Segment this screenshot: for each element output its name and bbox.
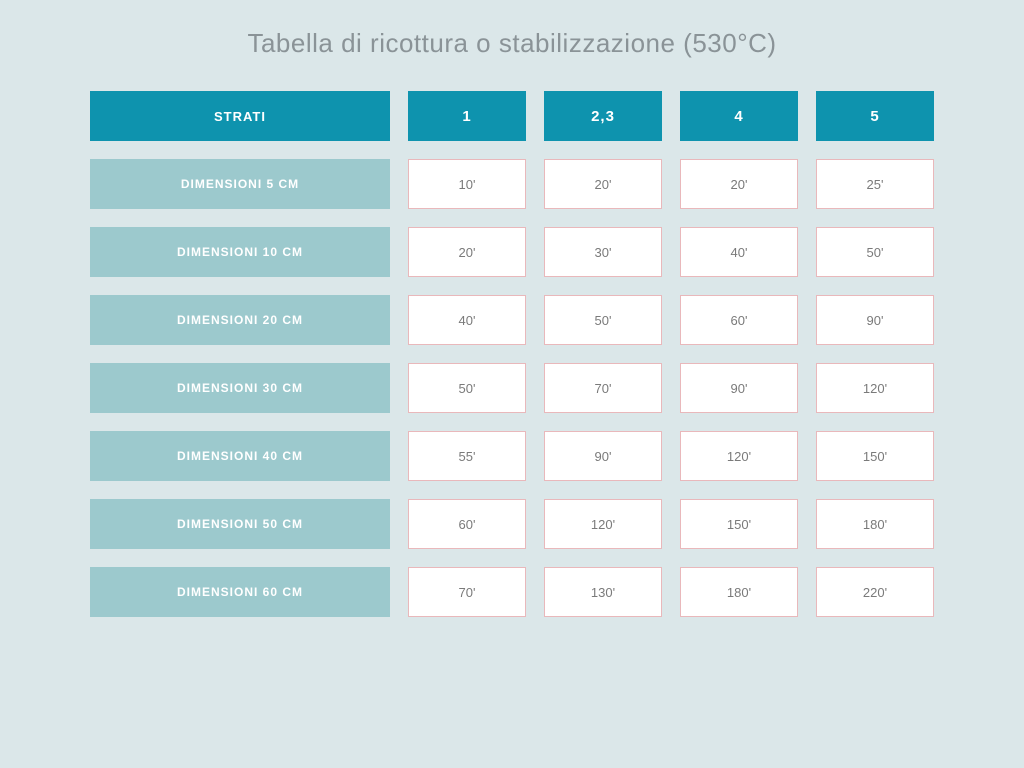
row-value: 55' (408, 431, 526, 481)
row-value: 120' (816, 363, 934, 413)
row-value: 90' (816, 295, 934, 345)
row-label: DIMENSIONI 30 CM (90, 363, 390, 413)
page-title: Tabella di ricottura o stabilizzazione (… (0, 0, 1024, 91)
row-value: 40' (408, 295, 526, 345)
table-row: DIMENSIONI 30 CM 50' 70' 90' 120' (90, 363, 934, 413)
table-row: DIMENSIONI 10 CM 20' 30' 40' 50' (90, 227, 934, 277)
row-value: 50' (816, 227, 934, 277)
row-value: 90' (544, 431, 662, 481)
row-value: 120' (680, 431, 798, 481)
row-value: 150' (680, 499, 798, 549)
row-value: 90' (680, 363, 798, 413)
table-row: DIMENSIONI 20 CM 40' 50' 60' 90' (90, 295, 934, 345)
header-col-3: 4 (680, 91, 798, 141)
row-value: 180' (816, 499, 934, 549)
row-value: 50' (408, 363, 526, 413)
table-row: DIMENSIONI 60 CM 70' 130' 180' 220' (90, 567, 934, 617)
table-row: DIMENSIONI 50 CM 60' 120' 150' 180' (90, 499, 934, 549)
row-value: 10' (408, 159, 526, 209)
row-value: 25' (816, 159, 934, 209)
row-value: 50' (544, 295, 662, 345)
annealing-table: STRATI 1 2,3 4 5 DIMENSIONI 5 CM 10' 20'… (0, 91, 1024, 617)
row-value: 20' (408, 227, 526, 277)
row-value: 150' (816, 431, 934, 481)
header-col-2: 2,3 (544, 91, 662, 141)
header-label-cell: STRATI (90, 91, 390, 141)
row-value: 70' (408, 567, 526, 617)
row-value: 60' (408, 499, 526, 549)
row-value: 220' (816, 567, 934, 617)
header-col-4: 5 (816, 91, 934, 141)
table-header-row: STRATI 1 2,3 4 5 (90, 91, 934, 141)
row-value: 120' (544, 499, 662, 549)
row-value: 180' (680, 567, 798, 617)
table-row: DIMENSIONI 5 CM 10' 20' 20' 25' (90, 159, 934, 209)
table-row: DIMENSIONI 40 CM 55' 90' 120' 150' (90, 431, 934, 481)
row-label: DIMENSIONI 20 CM (90, 295, 390, 345)
row-value: 40' (680, 227, 798, 277)
row-value: 20' (680, 159, 798, 209)
row-label: DIMENSIONI 60 CM (90, 567, 390, 617)
row-value: 30' (544, 227, 662, 277)
row-value: 130' (544, 567, 662, 617)
row-label: DIMENSIONI 40 CM (90, 431, 390, 481)
row-label: DIMENSIONI 10 CM (90, 227, 390, 277)
row-label: DIMENSIONI 5 CM (90, 159, 390, 209)
row-value: 60' (680, 295, 798, 345)
row-value: 20' (544, 159, 662, 209)
row-value: 70' (544, 363, 662, 413)
header-col-1: 1 (408, 91, 526, 141)
row-label: DIMENSIONI 50 CM (90, 499, 390, 549)
